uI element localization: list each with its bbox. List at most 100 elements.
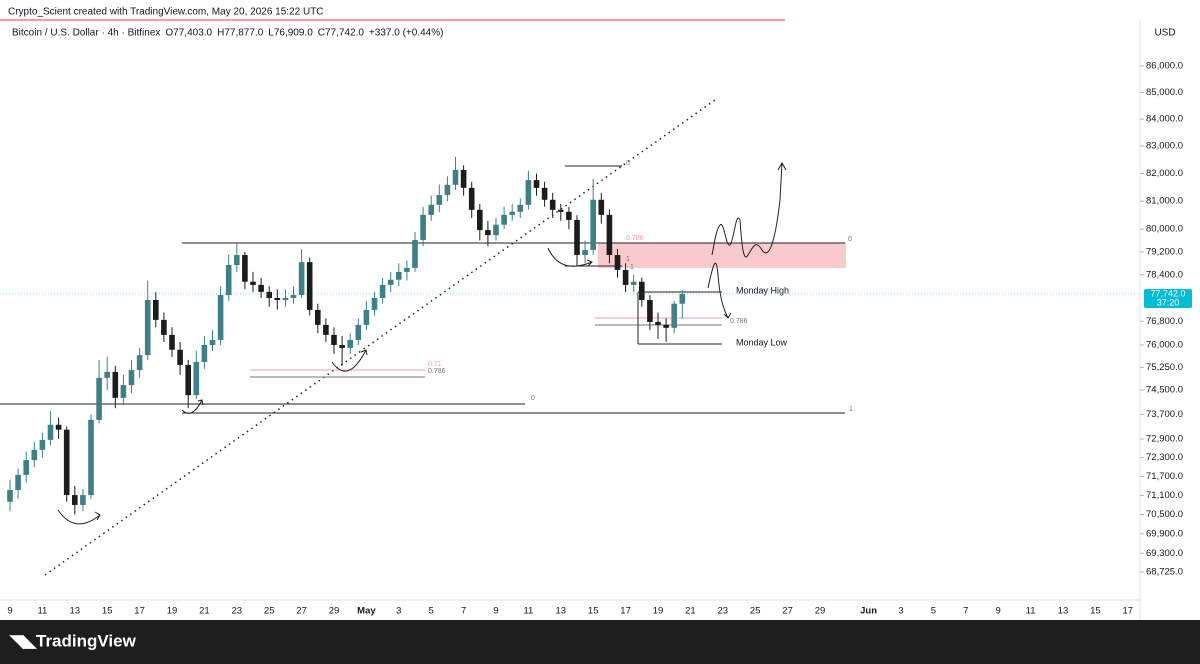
y-tick-label: 81,000.0 <box>1146 196 1183 207</box>
x-tick-label: 15 <box>588 606 599 617</box>
annotation: 0.786 <box>626 235 644 242</box>
annotation: 1 <box>849 406 853 413</box>
candle-body <box>541 187 548 200</box>
y-tick-label: 74,500.0 <box>1146 384 1183 395</box>
candles <box>0 157 1140 515</box>
candle-body <box>234 255 240 266</box>
candle-body <box>323 324 329 335</box>
x-tick-label: 17 <box>134 606 145 617</box>
candle-body <box>371 297 378 310</box>
x-tick-label: 13 <box>1058 606 1069 617</box>
y-tick-label: 80,000.0 <box>1146 224 1183 235</box>
candle-body <box>144 299 151 356</box>
x-tick-label: 5 <box>931 606 936 617</box>
candle-body <box>80 495 86 505</box>
last-price-box <box>1144 289 1192 308</box>
candle-body <box>120 385 127 398</box>
x-tick-label: 25 <box>264 606 275 617</box>
annotation: Monday Low <box>736 337 788 347</box>
candle-body <box>72 495 78 505</box>
candle-body <box>242 255 248 282</box>
candle-body <box>193 361 200 396</box>
x-tick-label: 13 <box>556 606 567 617</box>
candle-body <box>436 195 443 205</box>
y-tick-label: 71,700.0 <box>1146 471 1183 482</box>
y-tick-label: 76,000.0 <box>1146 339 1183 350</box>
candle-body <box>15 474 21 491</box>
annotation: 0 <box>626 160 630 167</box>
x-tick-label: 9 <box>7 606 12 617</box>
y-tick-label: 83,000.0 <box>1146 141 1183 152</box>
x-tick-label: 19 <box>167 606 178 617</box>
axes: 86,000.0 85,000.0 84,000.0 83,000.0 82,000.0… <box>7 60 1183 616</box>
candle-body <box>428 204 434 215</box>
candle-body <box>331 334 337 345</box>
candle-body <box>209 339 216 345</box>
x-tick-label: 27 <box>296 606 307 617</box>
candle-body <box>477 209 483 231</box>
x-tick-label: 19 <box>653 606 664 617</box>
candle-body <box>549 199 556 210</box>
candle-body <box>452 169 459 185</box>
candle-body <box>217 295 224 340</box>
candle-body <box>485 230 491 236</box>
x-tick-label: 21 <box>685 606 696 617</box>
candle-body <box>23 460 29 475</box>
candle-body <box>153 299 159 320</box>
annotation: 1 <box>626 256 630 263</box>
candle-body <box>468 187 475 210</box>
candle-body <box>7 490 13 502</box>
candle-body <box>201 344 208 362</box>
y-tick-label: 69,300.0 <box>1146 548 1183 559</box>
y-tick-label: 73,700.0 <box>1146 409 1183 420</box>
ohlc-close: C77,742.0 <box>318 28 365 39</box>
x-tick-label: 29 <box>815 606 826 617</box>
candle-body <box>347 339 353 348</box>
x-tick-label: 5 <box>429 606 434 617</box>
y-tick-label: 85,000.0 <box>1146 87 1183 98</box>
ohlc-low: L76,909.0 <box>268 28 313 39</box>
candle-body <box>96 377 102 420</box>
x-tick-label: May <box>357 606 376 617</box>
y-tick-label: 72,900.0 <box>1146 433 1183 444</box>
candle-body <box>647 299 653 322</box>
x-tick-label: 9 <box>996 606 1001 617</box>
symbol: Bitcoin / U.S. Dollar · 4h · Bitfinex <box>12 28 160 39</box>
y-tick-label: 76,800.0 <box>1146 316 1183 327</box>
currency: USD <box>1154 28 1175 39</box>
candle-body <box>606 214 613 256</box>
candle-body <box>525 180 532 205</box>
supply-zone <box>598 243 846 268</box>
credit: Crypto_Scient created with TradingView.c… <box>8 7 324 18</box>
candle-body <box>39 439 46 450</box>
candle-body <box>630 281 637 285</box>
candle-body <box>533 180 540 188</box>
y-tick-label: 82,000.0 <box>1146 168 1183 179</box>
candle-body <box>639 281 645 300</box>
y-tick-label: 70,500.0 <box>1146 509 1183 520</box>
candle-body <box>63 429 70 496</box>
x-tick-label: 3 <box>898 606 903 617</box>
ohlc-change: +337.0 (+0.44%) <box>369 28 444 39</box>
ohlc-open: O77,403.0 <box>165 28 212 39</box>
candle-body <box>517 204 524 212</box>
x-tick-label: 13 <box>70 606 81 617</box>
candle-body <box>306 262 313 310</box>
candle-body <box>136 355 143 371</box>
candle-body <box>355 324 362 340</box>
candle-body <box>128 370 135 386</box>
candle-body <box>274 297 281 300</box>
x-tick-label: 3 <box>396 606 401 617</box>
candle-body <box>671 303 677 328</box>
last-price: 77,742.0 <box>1150 288 1185 298</box>
candle-body <box>679 293 686 304</box>
footer-bar <box>0 620 1200 664</box>
candle-body <box>177 349 183 365</box>
logo: TradingView <box>36 631 137 650</box>
annotation: 0.786 <box>730 318 748 325</box>
x-tick-label: 11 <box>523 606 533 617</box>
candle-body <box>47 424 54 440</box>
candle-body <box>509 211 515 215</box>
candle-body <box>663 324 669 328</box>
